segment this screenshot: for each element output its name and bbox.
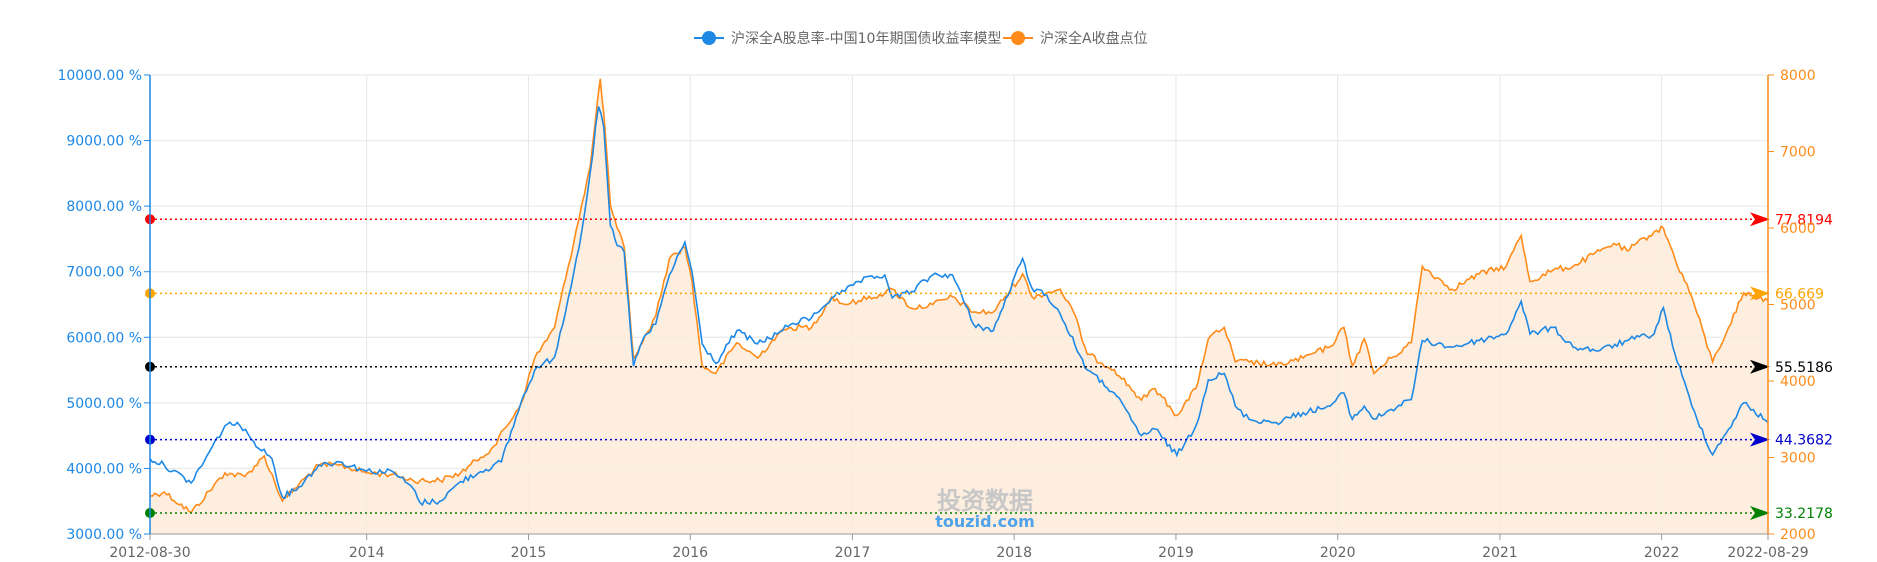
series-lines	[149, 78, 1769, 514]
legend-swatch-dot	[702, 31, 716, 45]
x-tick-label: 2019	[1158, 545, 1194, 561]
reference-end-arrow	[1750, 286, 1770, 301]
y-left-tick-label: 9000.00 %	[66, 134, 142, 150]
reference-end-arrow	[1750, 506, 1770, 521]
reference-end-arrow	[1750, 359, 1770, 374]
legend-swatch-dot	[1011, 31, 1025, 45]
y-left-tick-label: 3000.00 %	[66, 527, 142, 543]
series-area-fill	[150, 78, 1768, 535]
x-tick-label: 2012-08-30	[109, 545, 190, 561]
series-closing-area	[150, 78, 1768, 535]
reference-lines: 77.8194 66.669 55.5186 44.3682 33.2178	[145, 212, 1833, 522]
watermark-line1: 投资数据	[937, 487, 1033, 515]
y-right-tick-label: 5000	[1780, 298, 1816, 314]
reference-label: 44.3682	[1775, 433, 1833, 449]
x-tick-label: 2022	[1644, 545, 1680, 561]
y-left-tick-label: 8000.00 %	[66, 199, 142, 215]
x-tick-label: 2022-08-29	[1727, 545, 1808, 561]
reference-end-arrow	[1750, 212, 1770, 227]
y-right-tick-label: 6000	[1780, 221, 1816, 237]
legend-item-label: 沪深全A股息率-中国10年期国债收益率模型	[731, 30, 1001, 47]
y-right-tick-label: 2000	[1780, 527, 1816, 543]
y-right-tick-label: 4000	[1780, 374, 1816, 390]
reference-label: 66.669	[1775, 286, 1824, 302]
axes: 3000.00 % 4000.00 % 5000.00 % 6000.00 % 7000…	[57, 68, 1815, 561]
y-left-tick-label: 6000.00 %	[66, 330, 142, 346]
x-tick-label: 2021	[1482, 545, 1518, 561]
x-tick-label: 2016	[672, 545, 708, 561]
x-tick-label: 2017	[835, 545, 871, 561]
y-left-tick-label: 5000.00 %	[66, 396, 142, 412]
series-yield-model-line	[149, 106, 1769, 507]
legend[interactable]: 沪深全A股息率-中国10年期国债收益率模型 沪深全A收盘点位	[694, 30, 1148, 47]
x-tick-label: 2014	[349, 545, 385, 561]
x-tick-label: 2020	[1320, 545, 1356, 561]
y-right-tick-label: 3000	[1780, 451, 1816, 467]
y-left-tick-label: 4000.00 %	[66, 461, 142, 477]
y-right-tick-label: 8000	[1780, 68, 1816, 84]
x-tick-label: 2015	[511, 545, 547, 561]
reference-label: 77.8194	[1775, 212, 1833, 228]
y-left-tick-label: 7000.00 %	[66, 265, 142, 281]
watermark: 投资数据 touzid.com	[935, 487, 1035, 531]
x-tick-label: 2018	[996, 545, 1032, 561]
reference-end-arrow	[1750, 432, 1770, 447]
series-closing-line	[149, 78, 1769, 514]
y-left-tick-label: 10000.00 %	[57, 68, 142, 84]
y-right-tick-label: 7000	[1780, 145, 1816, 161]
reference-label: 33.2178	[1775, 506, 1833, 522]
legend-item-label: 沪深全A收盘点位	[1040, 30, 1148, 47]
reference-label: 55.5186	[1775, 360, 1833, 376]
watermark-line2: touzid.com	[935, 512, 1035, 531]
